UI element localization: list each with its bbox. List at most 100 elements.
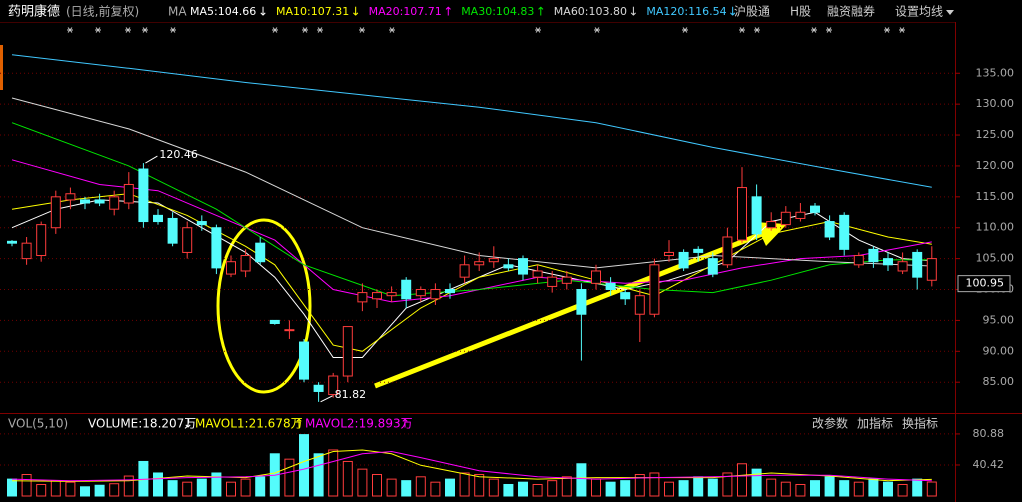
- y-tick-label: 115.00: [976, 190, 1015, 203]
- y-tick-label: 80.88: [973, 427, 1005, 440]
- trend-arrow: [374, 231, 763, 389]
- candle-body: [926, 258, 937, 281]
- info-marker: [682, 27, 688, 33]
- legend-entry: MA10:107.31: [276, 5, 349, 18]
- volume-bar: [883, 481, 893, 497]
- volume-bar: [810, 480, 820, 497]
- candle-body: [50, 196, 61, 229]
- link[interactable]: 设置均线: [895, 5, 943, 19]
- volume-bar: [299, 434, 309, 497]
- y-tick-label: 90.00: [983, 344, 1015, 357]
- chart-mode: (日线,前复权): [66, 4, 139, 19]
- info-marker: [272, 27, 278, 33]
- y-tick-label: 110.00: [976, 221, 1015, 234]
- legend-trend: ↓: [258, 5, 268, 19]
- candle-body: [780, 211, 791, 226]
- candle-body: [109, 196, 120, 210]
- y-tick-label: 130.00: [976, 97, 1015, 110]
- info-marker: [170, 27, 176, 33]
- candle-body: [488, 258, 499, 263]
- y-tick-label: 85.00: [983, 375, 1015, 388]
- candle-body: [868, 248, 879, 263]
- candle-body: [751, 196, 762, 235]
- min-label: 81.82: [335, 388, 367, 401]
- candle-body: [664, 251, 674, 257]
- ma-line: [11, 199, 932, 358]
- volume-bar: [620, 480, 631, 497]
- candle-body: [123, 183, 134, 204]
- candle-body: [269, 319, 280, 324]
- info-marker: [95, 27, 101, 33]
- volume-bar: [707, 478, 718, 497]
- volume-bar: [897, 483, 908, 497]
- volume-bar: [912, 478, 923, 497]
- ma-label: MA: [168, 5, 187, 19]
- price-box: [957, 275, 1011, 293]
- candle-body: [605, 282, 616, 291]
- info-marker: [754, 27, 760, 33]
- candle-body: [737, 187, 747, 241]
- candle-body: [824, 221, 835, 238]
- link[interactable]: H股: [790, 5, 811, 19]
- volume-bar: [693, 476, 704, 497]
- volume-bar: [853, 481, 864, 497]
- candle-body: [299, 341, 309, 380]
- info-marker: [594, 27, 600, 33]
- volume-bar: [445, 478, 455, 497]
- candle-body: [401, 279, 412, 300]
- candle-body: [532, 270, 543, 278]
- candle-body: [883, 258, 893, 266]
- candle-body: [839, 214, 850, 250]
- candle-body: [313, 384, 324, 392]
- candle-body: [415, 289, 426, 297]
- button[interactable]: 改参数: [812, 416, 848, 431]
- volume-bar: [21, 474, 32, 497]
- volume-bar: [926, 481, 937, 497]
- candle-body: [591, 270, 601, 284]
- candle-body: [21, 242, 32, 260]
- volume-bar: [313, 453, 324, 497]
- volume-bar: [605, 481, 616, 497]
- link[interactable]: 融资融券: [827, 4, 875, 19]
- info-marker: [389, 27, 395, 33]
- info-marker: [739, 27, 745, 33]
- legend-trend: ↓: [728, 5, 738, 19]
- volume-bar: [547, 480, 558, 497]
- info-marker: [359, 27, 365, 33]
- stock-name: 药明康德: [8, 4, 60, 20]
- volume-bar: [36, 483, 47, 497]
- button[interactable]: 加指标: [857, 416, 893, 431]
- volume-bar: [123, 475, 134, 497]
- volume-bar: [80, 486, 90, 497]
- candle-body: [386, 292, 397, 297]
- candle-body: [36, 224, 47, 257]
- left-marker: [0, 45, 3, 90]
- info-marker: [317, 27, 323, 33]
- candle-body: [211, 227, 222, 269]
- candle-body: [620, 292, 631, 300]
- volume-bar: [415, 476, 426, 497]
- ma-line: [11, 450, 932, 482]
- legend-trend: ↓: [628, 5, 638, 19]
- volume-bar: [50, 480, 61, 497]
- button[interactable]: 换指标: [902, 416, 938, 431]
- link[interactable]: 沪股通: [734, 5, 770, 19]
- volume-bar: [211, 472, 222, 497]
- volume-bar: [737, 463, 747, 497]
- volume-bar: [328, 449, 339, 497]
- volume-bar: [561, 476, 572, 497]
- candle-body: [342, 326, 353, 377]
- candle-body: [649, 264, 660, 315]
- candle-body: [80, 199, 90, 204]
- volume-bar: [109, 483, 120, 497]
- volume-bar: [182, 481, 193, 497]
- candle-body: [795, 211, 806, 219]
- volume-bar: [357, 468, 368, 497]
- volume-bar: [780, 481, 791, 497]
- legend-entry: MA30:104.83: [461, 5, 534, 18]
- volume-bar: [255, 476, 266, 497]
- legend-entry: MA5:104.66: [190, 5, 256, 18]
- candle-body: [853, 255, 864, 266]
- candle-body: [693, 248, 704, 253]
- candle-body: [372, 292, 382, 300]
